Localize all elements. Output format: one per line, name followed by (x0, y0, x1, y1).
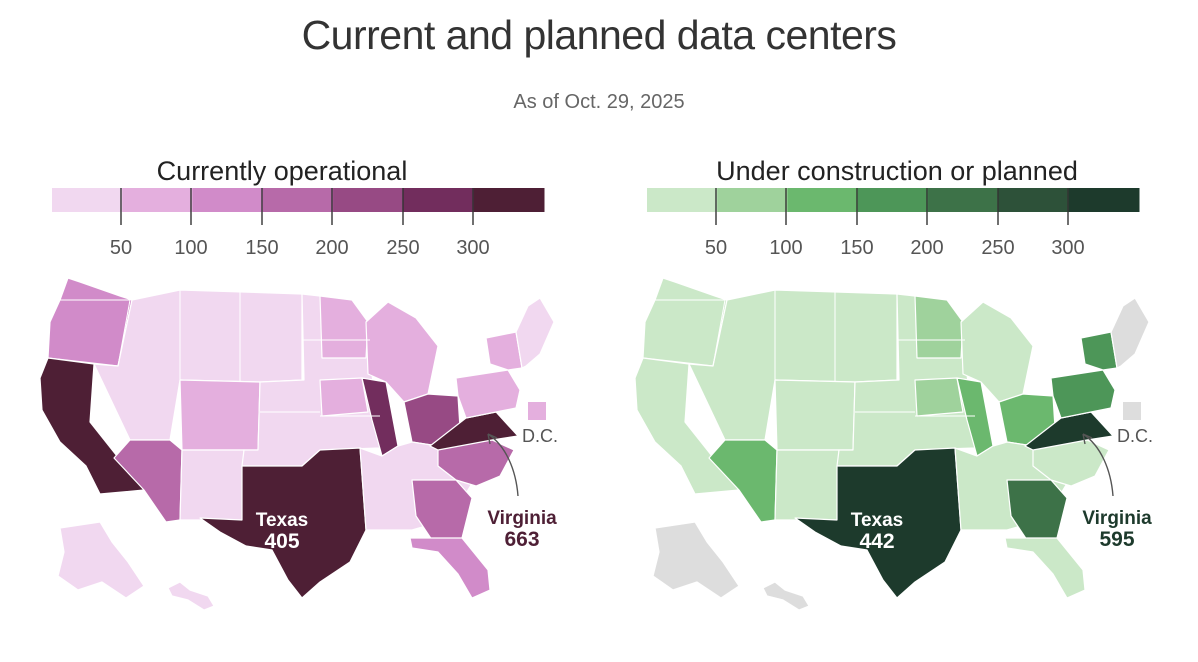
legend-tick-label: 50 (705, 237, 727, 259)
new-england-region (515, 297, 555, 369)
virginia-value: 663 (504, 528, 540, 551)
legend-tick-label: 300 (1051, 237, 1084, 259)
virginia-value: 595 (1099, 528, 1135, 551)
legend-swatch (52, 188, 123, 212)
hawaii-region (762, 581, 810, 611)
legend-tick-label: 200 (910, 237, 943, 259)
new-york-region (1080, 331, 1118, 371)
chart-subtitle: As of Oct. 29, 2025 (513, 91, 685, 113)
us-map: 50 100 150 200 250 300 (39, 188, 555, 611)
legend-tick-label: 300 (456, 237, 489, 259)
southwest-region (113, 439, 183, 523)
new-york-region (485, 331, 523, 371)
texas-region (199, 447, 367, 599)
legend-swatch (333, 188, 404, 212)
virginia-arrow-head (487, 433, 498, 445)
legend-swatch (473, 188, 545, 212)
georgia-region (411, 479, 473, 541)
chart-title: Current and planned data centers (301, 12, 897, 58)
legend-swatch (647, 188, 718, 212)
legend-tick-label: 100 (174, 237, 207, 259)
texas-region (794, 447, 962, 599)
new-mexico-region (774, 449, 840, 521)
legend-tick-label: 250 (386, 237, 419, 259)
carolinas-region (437, 439, 515, 487)
texas-value: 442 (859, 530, 895, 553)
dc-label: D.C. (522, 426, 558, 446)
colorado-region (774, 379, 856, 451)
legend-tick-label: 50 (110, 237, 132, 259)
legend-title: Under construction or planned (716, 156, 1078, 186)
virginia-label: Virginia (1082, 508, 1152, 529)
mid-atlantic-region (1050, 369, 1116, 419)
mid-atlantic-region (455, 369, 521, 419)
state-border (712, 299, 726, 367)
georgia-region (1006, 479, 1068, 541)
panel-planned: Under construction or planned 50 100 150 20… (615, 150, 1155, 650)
legend-tick-label: 150 (840, 237, 873, 259)
iowa-region (319, 377, 369, 417)
dc-square (528, 402, 546, 420)
upper-midwest-region (914, 295, 964, 359)
carolinas-region (1032, 439, 1110, 487)
pacific-northwest-region (642, 277, 728, 367)
legend-swatch (857, 188, 929, 212)
legend-tick-label: 100 (769, 237, 802, 259)
virginia-arrow (1082, 433, 1114, 497)
legend-swatch (717, 188, 789, 212)
texas-value: 405 (264, 530, 300, 553)
virginia-arrow (487, 433, 519, 497)
colorado-region (179, 379, 261, 451)
dc-label: D.C. (1117, 426, 1153, 446)
alaska-region (57, 521, 145, 599)
virginia-arrow-head (1082, 433, 1093, 445)
florida-region (1004, 537, 1086, 599)
legend-title: Currently operational (156, 156, 408, 186)
legend-swatch (403, 188, 475, 212)
us-map: 50 100 150 200 250 300 (634, 188, 1150, 611)
legend-swatch (192, 188, 264, 212)
virginia-label: Virginia (487, 508, 557, 529)
legend-swatch (928, 188, 999, 212)
dc-square (1123, 402, 1141, 420)
legend-tick-label: 250 (981, 237, 1014, 259)
legend-swatch (787, 188, 859, 212)
alaska-region (652, 521, 740, 599)
legend-swatch (122, 188, 194, 212)
new-england-region (1110, 297, 1150, 369)
texas-label: Texas (850, 510, 904, 531)
new-mexico-region (179, 449, 245, 521)
upper-midwest-region (319, 295, 369, 359)
southwest-region (708, 439, 778, 523)
legend-tick-label: 150 (245, 237, 278, 259)
legend-swatch (998, 188, 1070, 212)
iowa-region (914, 377, 964, 417)
legend-swatch (1068, 188, 1140, 212)
florida-region (409, 537, 491, 599)
hawaii-region (167, 581, 215, 611)
legend-tick-label: 200 (315, 237, 348, 259)
texas-label: Texas (255, 510, 309, 531)
panel-operational: Currently operational 50 100 150 200 250 300 … (20, 150, 560, 650)
state-border (117, 299, 131, 367)
pacific-northwest-region (47, 277, 133, 367)
legend-swatch (262, 188, 334, 212)
